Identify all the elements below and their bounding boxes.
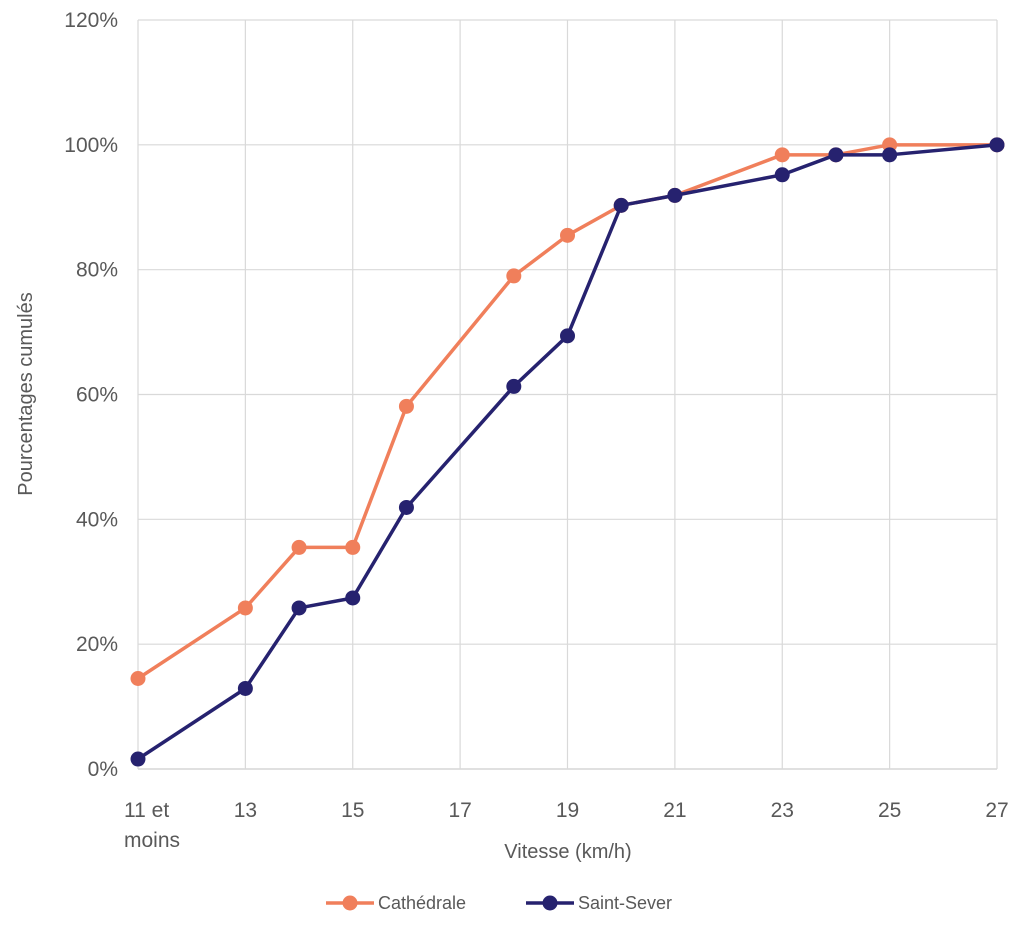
x-axis-title: Vitesse (km/h): [504, 841, 631, 863]
x-tick-label: 27: [985, 799, 1008, 822]
data-point-1-0: [130, 751, 146, 767]
data-point-1-7: [613, 197, 629, 213]
x-tick-label: 13: [234, 799, 257, 822]
y-tick-label: 0%: [88, 758, 118, 781]
data-point-1-5: [506, 378, 522, 394]
x-tick-label: 25: [878, 799, 901, 822]
y-tick-label: 120%: [64, 9, 118, 32]
y-tick-label: 80%: [76, 259, 118, 282]
data-point-0-5: [506, 268, 522, 284]
x-tick-label: 19: [556, 799, 579, 822]
data-point-0-3: [345, 539, 361, 555]
data-point-0-0: [130, 670, 146, 686]
x-tick-label: 23: [771, 799, 794, 822]
y-tick-label: 40%: [76, 508, 118, 531]
data-point-0-6: [560, 227, 575, 243]
x-tick-label: 17: [448, 799, 471, 822]
x-tick-label: 21: [663, 799, 686, 822]
data-point-0-1: [237, 600, 253, 616]
data-point-1-8: [667, 187, 683, 203]
legend-label-0: Cathédrale: [378, 893, 466, 913]
legend: Cathédrale Saint-Sever: [326, 893, 672, 913]
series-lines: [130, 137, 1005, 767]
data-point-1-1: [237, 680, 253, 696]
y-tick-label: 60%: [76, 384, 118, 407]
data-point-0-9: [774, 147, 790, 163]
data-point-1-3: [345, 590, 361, 606]
y-tick-label: 20%: [76, 633, 118, 656]
data-point-1-10: [828, 147, 844, 163]
legend-marker-0: [342, 895, 358, 911]
data-point-0-2: [291, 539, 307, 555]
data-point-1-12: [989, 137, 1005, 153]
data-point-1-2: [291, 600, 307, 616]
data-point-1-11: [882, 147, 898, 163]
x-axis-tick-labels: 11 et moins 13 15 17 19 21 23 25 27: [124, 799, 1009, 852]
data-point-0-4: [398, 398, 414, 414]
data-point-1-4: [398, 499, 414, 515]
data-point-1-9: [774, 167, 790, 183]
data-point-1-6: [560, 328, 575, 344]
gridlines: [137, 19, 998, 770]
x-tick-label: 11 et moins: [124, 799, 180, 852]
x-tick-label: 15: [341, 799, 364, 822]
legend-label-1: Saint-Sever: [578, 893, 672, 913]
y-axis-title: Pourcentages cumulés: [15, 292, 37, 495]
y-tick-label: 100%: [64, 134, 118, 157]
legend-marker-1: [542, 895, 558, 911]
y-axis-tick-labels: 0% 20% 40% 60% 80% 100% 120%: [64, 9, 118, 781]
